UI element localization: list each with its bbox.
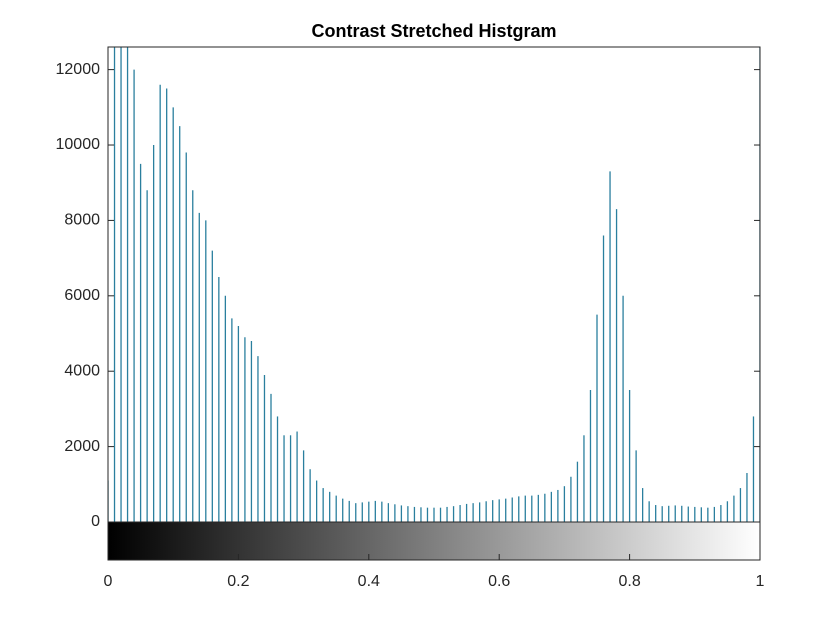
chart-title: Contrast Stretched Histgram <box>311 21 556 41</box>
y-tick-label: 10000 <box>56 136 101 153</box>
y-tick-label: 0 <box>91 513 100 530</box>
x-tick-label: 0.2 <box>227 573 249 590</box>
y-tick-label: 12000 <box>56 61 101 78</box>
x-tick-label: 0.6 <box>488 573 510 590</box>
y-tick-label: 6000 <box>64 287 100 304</box>
stems <box>108 47 760 522</box>
y-tick-label: 8000 <box>64 212 100 229</box>
x-tick-label: 0.4 <box>358 573 380 590</box>
colorbar <box>107 521 761 561</box>
x-tick-label: 0.8 <box>618 573 640 590</box>
x-tick-label: 0 <box>104 573 113 590</box>
x-tick-label: 1 <box>756 573 765 590</box>
y-tick-label: 2000 <box>64 438 100 455</box>
y-tick-label: 4000 <box>64 362 100 379</box>
